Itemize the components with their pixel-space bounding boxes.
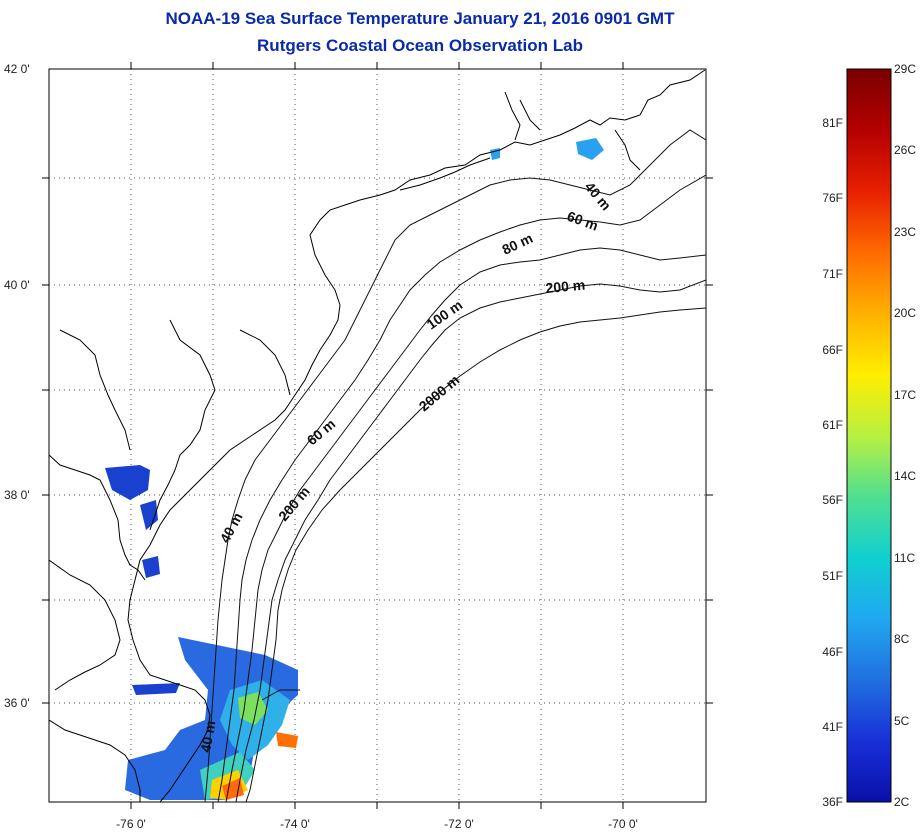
cb-label-81f: 81F xyxy=(822,116,843,130)
lat-label-40n: 40 0' xyxy=(4,278,30,292)
longitude-labels: -76 0' -74 0' -72 0' -70 0' xyxy=(116,817,638,831)
frame-ticks xyxy=(42,62,713,809)
lat-label-38n: 38 0' xyxy=(4,488,30,502)
cb-label-5c: 5C xyxy=(894,714,910,728)
cb-label-51f: 51F xyxy=(822,569,843,583)
latitude-labels: 42 0' 40 0' 38 0' 36 0' xyxy=(4,62,30,710)
sst-patch-chesapeake-mouth xyxy=(142,556,160,578)
lat-label-42n: 42 0' xyxy=(4,62,30,76)
cb-label-26c: 26C xyxy=(894,143,916,157)
map-title: NOAA-19 Sea Surface Temperature January … xyxy=(165,9,675,28)
lon-label-74w: -74 0' xyxy=(280,817,310,831)
colorbar-fahrenheit-labels: 81F 76F 71F 66F 61F 56F 51F 46F 41F 36F xyxy=(822,116,843,809)
lon-label-70w: -70 0' xyxy=(608,817,638,831)
cb-label-36f: 36F xyxy=(822,795,843,809)
map-subtitle: Rutgers Coastal Ocean Observation Lab xyxy=(257,36,583,55)
lon-label-72w: -72 0' xyxy=(444,817,474,831)
cb-label-41f: 41F xyxy=(822,720,843,734)
cb-label-66f: 66F xyxy=(822,343,843,357)
sst-patch-chesapeake-mid xyxy=(140,500,158,530)
lat-label-36n: 36 0' xyxy=(4,696,30,710)
cb-label-8c: 8C xyxy=(894,632,910,646)
cb-label-71f: 71F xyxy=(822,267,843,281)
cb-label-11c: 11C xyxy=(894,551,915,565)
isobath-label-200m-north: 200 m xyxy=(545,277,586,296)
colorbar-celsius-labels: 29C 26C 23C 20C 17C 14C 11C 8C 5C 2C xyxy=(894,62,916,809)
cb-label-14c: 14C xyxy=(894,469,916,483)
cb-label-61f: 61F xyxy=(822,418,843,432)
coastline xyxy=(49,69,706,802)
cb-label-2c: 2C xyxy=(894,795,910,809)
sst-patch-chesapeake-upper xyxy=(105,465,150,500)
sst-patch-buzzards-bay xyxy=(576,138,604,160)
sst-patch-offshore-warm xyxy=(276,732,298,748)
sst-patch-pamlico xyxy=(132,683,180,695)
cb-label-29c: 29C xyxy=(894,62,916,76)
isobath-label-40m-south: 40 m xyxy=(197,719,218,753)
colorbar xyxy=(846,68,892,803)
bathymetry-contours xyxy=(204,129,706,802)
cb-label-23c: 23C xyxy=(894,225,916,239)
cb-label-46f: 46F xyxy=(822,645,843,659)
cb-label-76f: 76F xyxy=(822,191,843,205)
cb-label-17c: 17C xyxy=(894,388,916,402)
cb-label-20c: 20C xyxy=(894,306,916,320)
lon-label-76w: -76 0' xyxy=(116,817,146,831)
cb-label-56f: 56F xyxy=(822,493,843,507)
